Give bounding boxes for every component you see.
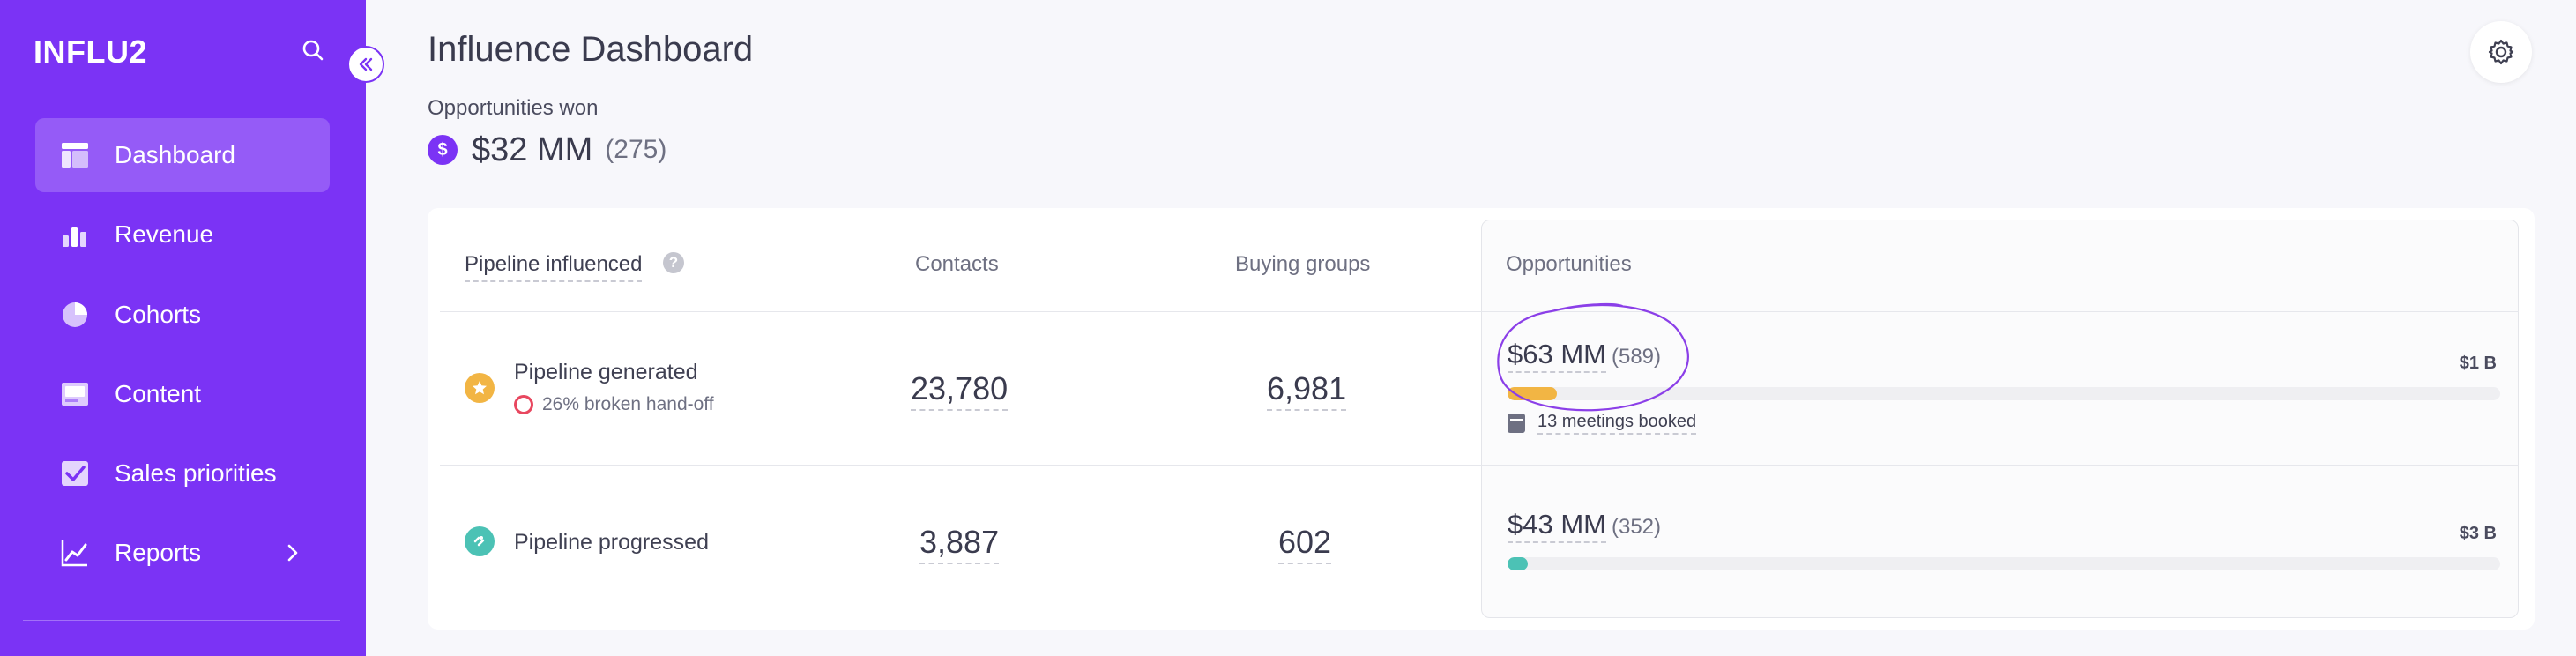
warning-ring-icon xyxy=(514,395,533,414)
row-divider xyxy=(440,311,2519,312)
broken-handoff-text: 26% broken hand-off xyxy=(542,394,714,414)
opportunities-won-count: (275) xyxy=(605,135,667,164)
meetings-booked-note[interactable]: 13 meetings booked xyxy=(1508,412,1697,435)
contacts-value[interactable]: 3,887 xyxy=(919,524,1000,564)
sidebar-item-label: Reports xyxy=(115,539,202,566)
checkbox-icon xyxy=(60,458,90,488)
opportunity-value[interactable]: $63 MM (589) xyxy=(1508,339,1662,373)
dashboard-icon xyxy=(60,140,90,170)
chevron-right-icon xyxy=(280,540,305,565)
sidebar-item-label: Dashboard xyxy=(115,141,235,168)
progress-bar xyxy=(1508,557,2500,570)
sidebar-divider xyxy=(23,620,340,621)
progress-fill xyxy=(1508,387,1558,400)
opportunity-max: $1 B xyxy=(2459,354,2497,373)
page-title: Influence Dashboard xyxy=(428,30,754,69)
sidebar-item-sales-priorities[interactable]: Sales priorities xyxy=(35,436,330,511)
sidebar-item-cohorts[interactable]: Cohorts xyxy=(35,278,330,352)
opportunity-count: (352) xyxy=(1611,515,1662,539)
header-pipeline-influenced[interactable]: Pipeline influenced xyxy=(465,252,643,282)
settings-button[interactable] xyxy=(2470,21,2532,83)
sidebar: INFLU2 Dashboard Revenue Cohorts Content… xyxy=(0,0,366,656)
header-buying-groups: Buying groups xyxy=(1235,252,1371,276)
opportunities-won-summary: $ $32 MM (275) xyxy=(428,130,666,169)
progress-bar xyxy=(1508,387,2500,400)
app-logo[interactable]: INFLU2 xyxy=(34,34,147,70)
line-chart-icon xyxy=(60,538,90,568)
opportunity-value[interactable]: $43 MM (352) xyxy=(1508,509,1662,543)
buying-groups-value[interactable]: 6,981 xyxy=(1267,370,1347,411)
opportunity-max: $3 B xyxy=(2459,524,2497,543)
gear-icon xyxy=(2488,39,2514,65)
opportunity-count: (589) xyxy=(1611,345,1662,369)
opportunities-panel xyxy=(1481,220,2519,618)
collapse-sidebar-button[interactable] xyxy=(347,46,384,83)
sidebar-item-label: Sales priorities xyxy=(115,459,277,487)
opportunities-won-value: $32 MM xyxy=(472,130,593,168)
opportunity-amount: $63 MM xyxy=(1508,339,1606,373)
broken-handoff-note[interactable]: 26% broken hand-off xyxy=(514,394,714,415)
sidebar-item-label: Revenue xyxy=(115,220,214,248)
content-icon xyxy=(60,379,90,409)
calendar-icon xyxy=(1508,414,1525,433)
header-opportunities: Opportunities xyxy=(1506,252,1632,276)
search-icon[interactable] xyxy=(300,37,326,63)
double-chevron-left-icon xyxy=(359,57,373,71)
progress-icon xyxy=(465,526,495,556)
sidebar-item-label: Cohorts xyxy=(115,301,202,328)
row-label-pipeline-generated: Pipeline generated xyxy=(514,360,698,384)
sidebar-item-content[interactable]: Content xyxy=(35,357,330,431)
contacts-value[interactable]: 23,780 xyxy=(911,370,1009,411)
bar-chart-icon xyxy=(60,220,90,250)
header-contacts: Contacts xyxy=(915,252,999,276)
sidebar-item-revenue[interactable]: Revenue xyxy=(35,198,330,272)
row-label-pipeline-progressed: Pipeline progressed xyxy=(514,530,709,555)
meetings-booked-text: 13 meetings booked xyxy=(1537,412,1697,435)
pie-chart-icon xyxy=(60,300,90,330)
row-divider xyxy=(440,465,2519,466)
sidebar-item-dashboard[interactable]: Dashboard xyxy=(35,118,330,192)
opportunity-amount: $43 MM xyxy=(1508,509,1606,543)
sidebar-item-label: Content xyxy=(115,380,202,407)
buying-groups-value[interactable]: 602 xyxy=(1278,524,1332,564)
star-icon xyxy=(465,373,495,403)
progress-fill xyxy=(1508,557,1528,570)
sidebar-item-reports[interactable]: Reports xyxy=(35,516,330,590)
help-icon[interactable]: ? xyxy=(663,252,684,273)
dollar-icon: $ xyxy=(428,135,458,165)
opportunities-won-label: Opportunities won xyxy=(428,96,599,120)
